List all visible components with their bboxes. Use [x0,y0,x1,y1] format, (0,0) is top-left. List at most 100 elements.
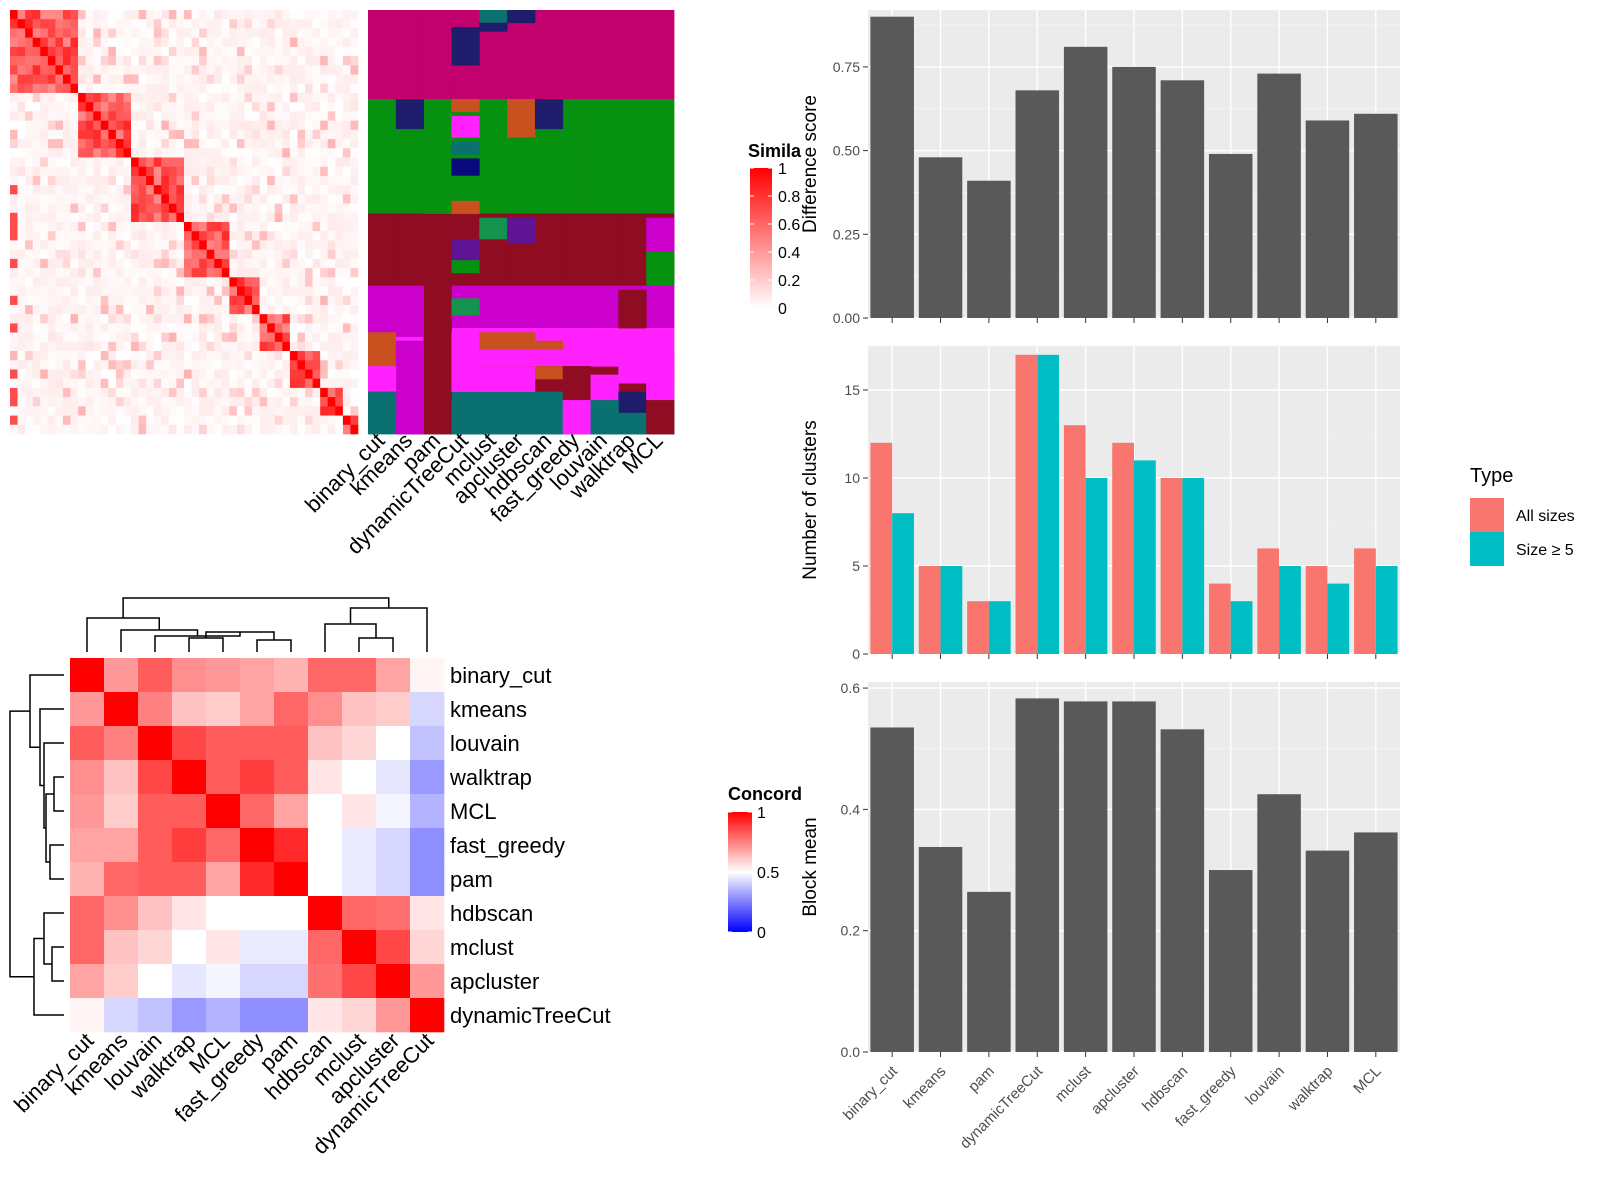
similarity-cell [274,46,283,57]
similarity-cell [161,65,170,75]
similarity-cell [153,10,162,20]
bar [1015,90,1060,318]
similarity-cell [350,268,359,278]
similarity-cell [342,387,351,398]
similarity-cell [267,397,276,407]
similarity-cell [312,415,321,426]
similarity-cell [47,231,56,241]
similarity-cell [93,37,102,48]
similarity-cell [10,83,18,94]
similarity-cell [176,387,185,398]
similarity-cell [153,175,162,186]
similarity-cell [282,406,291,416]
similarity-cell [252,37,260,48]
similarity-cell [199,424,207,435]
similarity-cell [221,194,230,204]
similarity-cell [47,129,56,140]
similarity-cell [153,46,162,57]
similarity-cell [85,203,94,214]
similarity-cell [221,332,230,343]
similarity-cell [320,378,329,389]
similarity-cell [161,92,170,103]
similarity-cell [78,175,86,186]
similarity-cell [320,166,329,177]
concordance-cell [342,828,377,863]
similarity-cell [214,369,223,379]
similarity-cell [350,351,359,361]
bar-all-sizes [1063,425,1086,654]
similarity-cell [335,74,344,85]
similarity-cell [236,258,245,269]
similarity-cell [138,129,147,140]
similarity-cell [282,120,291,131]
similarity-cell [236,175,245,186]
similarity-cell [297,424,306,435]
similarity-cell [123,231,132,241]
similarity-cell [153,387,162,398]
similarity-cell [55,323,64,333]
similarity-cell [199,397,207,407]
similarity-cell [93,222,102,232]
similarity-cell [100,360,109,370]
similarity-cell [100,378,109,389]
similarity-cell [25,185,33,195]
similarity-cell [236,56,245,66]
similarity-cell [342,268,351,278]
similarity-cell [70,139,79,149]
similarity-cell [244,92,253,103]
similarity-cell [138,231,147,241]
similarity-cell [93,19,102,29]
similarity-cell [236,360,245,370]
similarity-cell [100,83,109,94]
similarity-cell [153,351,162,361]
cluster-band [590,285,619,329]
cluster-band [618,99,647,214]
cluster-band [368,285,397,333]
similarity-cell [320,10,329,20]
similarity-cell [161,166,170,177]
similarity-cell [131,56,139,66]
similarity-cell [176,139,185,149]
x-tick-label: kmeans [900,1063,949,1112]
similarity-cell [108,148,117,158]
concordance-cell [206,794,241,829]
similarity-cell [289,406,298,416]
similarity-cell [289,304,298,315]
similarity-cell [100,74,109,85]
similarity-cell [168,286,177,297]
similarity-cell [199,92,207,103]
similarity-cell [17,46,26,57]
similarity-cell [312,231,321,241]
cluster-band [646,10,675,100]
similarity-cell [176,102,185,112]
similarity-cell [184,295,192,306]
cluster-band [590,374,619,401]
similarity-cell [176,46,185,57]
similarity-cell [282,415,291,426]
similarity-cell [47,19,56,29]
similarity-cell [350,231,359,241]
concordance-cell [342,692,377,727]
bar-size-5 [1134,460,1156,654]
similarity-cell [138,424,147,435]
similarity-cell [305,397,313,407]
similarity-cell [297,157,306,167]
similarity-cell [229,212,238,223]
similarity-cell [146,323,155,333]
similarity-cell [229,56,238,66]
similarity-cell [199,102,207,112]
cluster-band [590,400,619,435]
concordance-cell [308,896,343,931]
concordance-cell [172,828,207,863]
similarity-cell [10,231,18,241]
similarity-cell [25,28,33,38]
concordance-cell [274,794,309,829]
similarity-cell [168,203,177,214]
similarity-cell [289,249,298,260]
similarity-cell [153,341,162,352]
similarity-cell [236,314,245,324]
similarity-cell [335,240,344,250]
similarity-cell [335,286,344,297]
similarity-cell [184,304,192,315]
similarity-cell [335,111,344,121]
